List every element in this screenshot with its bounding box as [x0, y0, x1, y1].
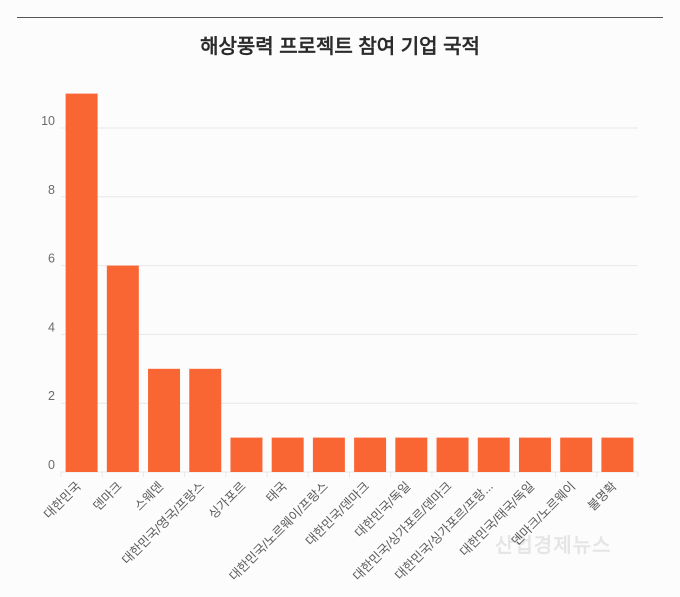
svg-text:대한민국: 대한민국	[41, 479, 83, 521]
svg-text:4: 4	[48, 320, 55, 334]
svg-text:스웨덴: 스웨덴	[132, 479, 166, 513]
svg-text:0: 0	[48, 458, 55, 472]
svg-text:덴마크: 덴마크	[91, 479, 125, 513]
svg-text:6: 6	[48, 252, 55, 266]
svg-text:불명확: 불명확	[585, 479, 620, 514]
svg-text:태국: 태국	[264, 479, 290, 505]
svg-text:10: 10	[41, 114, 55, 128]
svg-text:대한민국/영국/프랑스: 대한민국/영국/프랑스	[119, 479, 207, 567]
svg-text:싱가포르: 싱가포르	[206, 479, 248, 521]
svg-text:2: 2	[48, 389, 55, 403]
svg-text:8: 8	[48, 183, 55, 197]
